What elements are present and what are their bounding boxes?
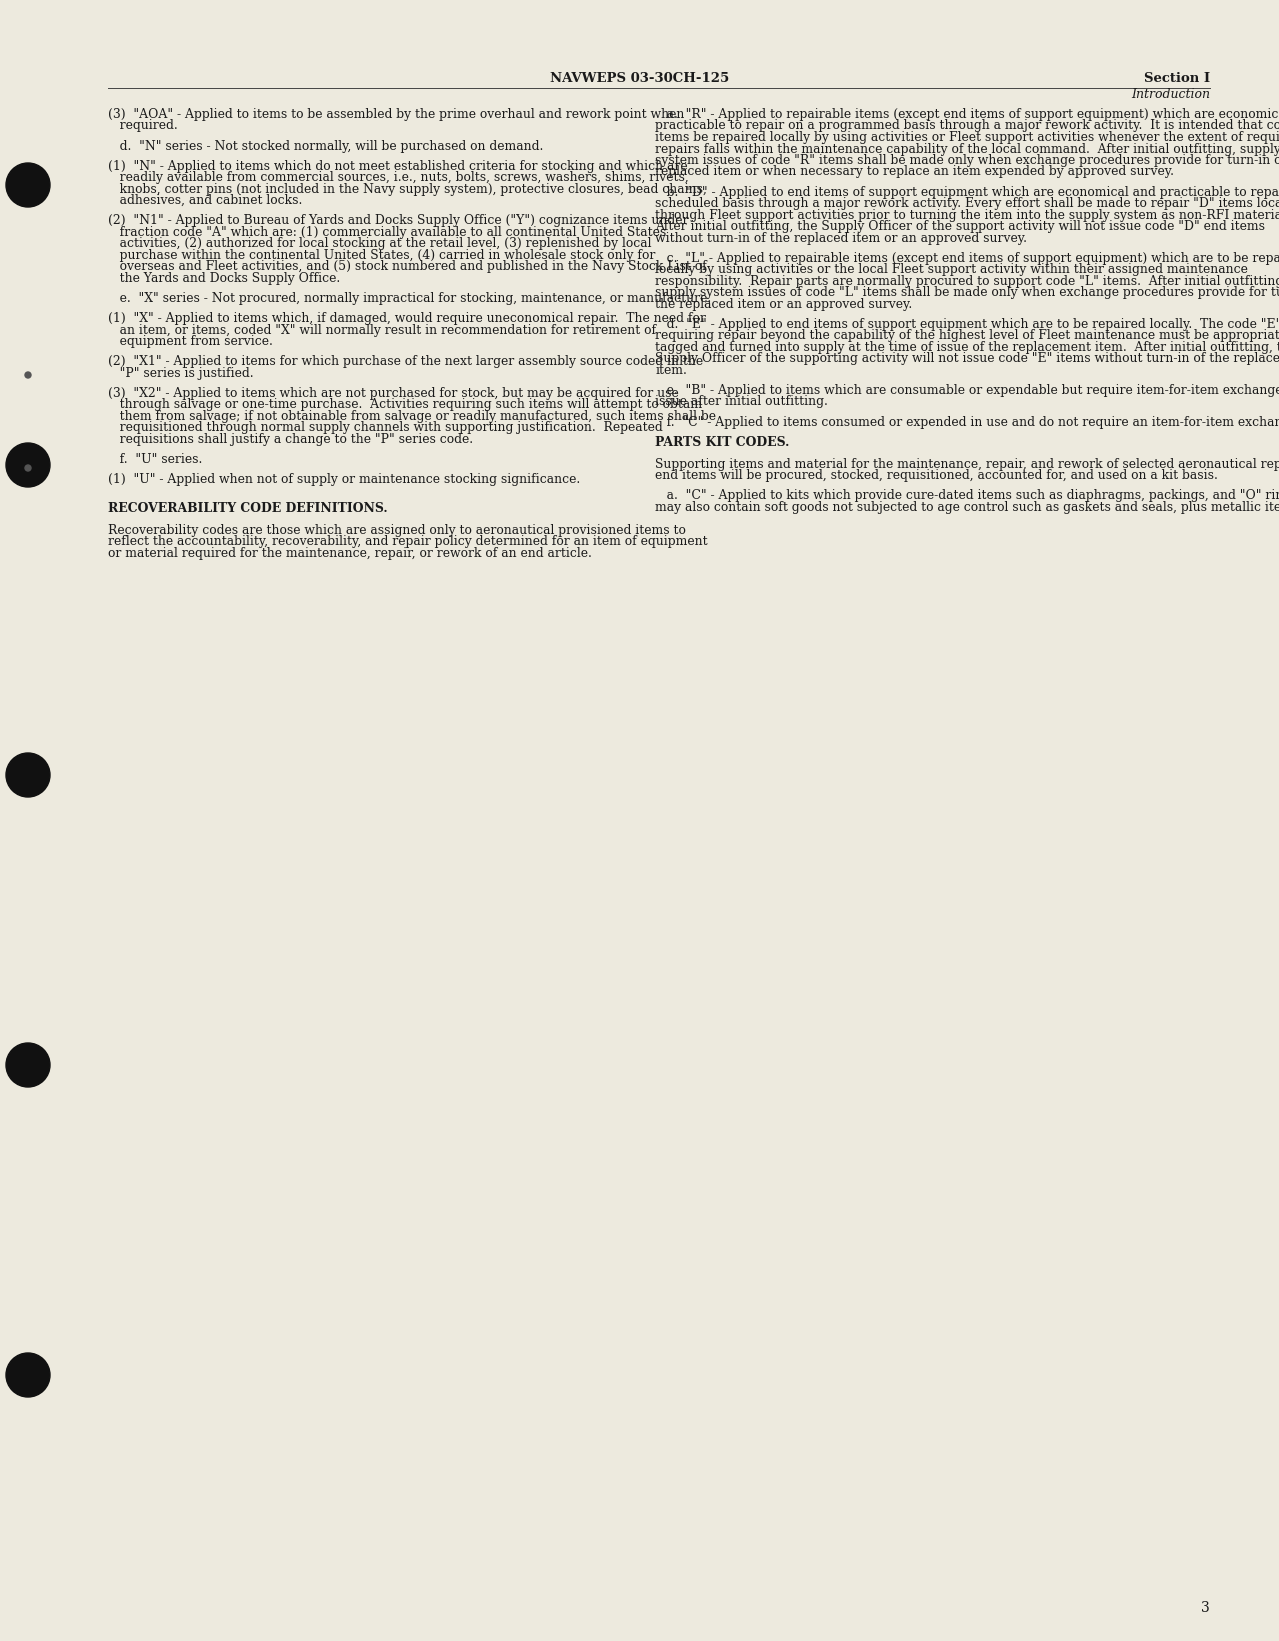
Text: (2)  "X1" - Applied to items for which purchase of the next larger assembly sour: (2) "X1" - Applied to items for which pu… [107,354,703,368]
Text: adhesives, and cabinet locks.: adhesives, and cabinet locks. [107,194,302,207]
Text: (1)  "U" - Applied when not of supply or maintenance stocking significance.: (1) "U" - Applied when not of supply or … [107,473,581,486]
Text: NAVWEPS 03-30CH-125: NAVWEPS 03-30CH-125 [550,72,729,85]
Text: (3)  "AOA" - Applied to items to be assembled by the prime overhaul and rework p: (3) "AOA" - Applied to items to be assem… [107,108,684,121]
Text: locally by using activities or the local Fleet support activity within their ass: locally by using activities or the local… [655,263,1248,276]
Text: required.: required. [107,120,178,133]
Text: requiring repair beyond the capability of the highest level of Fleet maintenance: requiring repair beyond the capability o… [655,330,1279,343]
Circle shape [6,1044,50,1086]
Text: Supporting items and material for the maintenance, repair, and rework of selecte: Supporting items and material for the ma… [655,458,1279,471]
Circle shape [6,1352,50,1396]
Text: b.  "D" - Applied to end items of support equipment which are economical and pra: b. "D" - Applied to end items of support… [655,185,1279,199]
Text: c.  "L" - Applied to repairable items (except end items of support equipment) wh: c. "L" - Applied to repairable items (ex… [655,251,1279,264]
Text: "P" series is justified.: "P" series is justified. [107,366,253,379]
Text: (2)  "N1" - Applied to Bureau of Yards and Docks Supply Office ("Y") cognizance : (2) "N1" - Applied to Bureau of Yards an… [107,215,688,228]
Text: or material required for the maintenance, repair, or rework of an end article.: or material required for the maintenance… [107,546,592,560]
Text: the replaced item or an approved survey.: the replaced item or an approved survey. [655,297,912,310]
Text: d.  "N" series - Not stocked normally, will be purchased on demand.: d. "N" series - Not stocked normally, wi… [107,139,544,153]
Text: (3)  "X2" - Applied to items which are not purchased for stock, but may be acqui: (3) "X2" - Applied to items which are no… [107,387,679,400]
Text: Section I: Section I [1143,72,1210,85]
Text: e.  "X" series - Not procured, normally impractical for stocking, maintenance, o: e. "X" series - Not procured, normally i… [107,292,711,305]
Text: fraction code "A" which are: (1) commercially available to all continental Unite: fraction code "A" which are: (1) commerc… [107,226,666,240]
Circle shape [6,443,50,487]
Text: After initial outfitting, the Supply Officer of the support activity will not is: After initial outfitting, the Supply Off… [655,220,1265,233]
Text: e.  "B" - Applied to items which are consumable or expendable but require item-f: e. "B" - Applied to items which are cons… [655,384,1279,397]
Circle shape [6,753,50,798]
Text: knobs, cotter pins (not included in the Navy supply system), protective closures: knobs, cotter pins (not included in the … [107,182,707,195]
Text: system issues of code "R" items shall be made only when exchange procedures prov: system issues of code "R" items shall be… [655,154,1279,167]
Text: tagged and turned into supply at the time of issue of the replacement item.  Aft: tagged and turned into supply at the tim… [655,341,1279,354]
Text: d.  "E" - Applied to end items of support equipment which are to be repaired loc: d. "E" - Applied to end items of support… [655,318,1279,331]
Text: issue after initial outfitting.: issue after initial outfitting. [655,395,828,409]
Text: Supply Officer of the supporting activity will not issue code "E" items without : Supply Officer of the supporting activit… [655,353,1279,366]
Text: without turn-in of the replaced item or an approved survey.: without turn-in of the replaced item or … [655,231,1027,245]
Text: overseas and Fleet activities, and (5) stock numbered and published in the Navy : overseas and Fleet activities, and (5) s… [107,261,707,274]
Text: responsibility.  Repair parts are normally procured to support code "L" items.  : responsibility. Repair parts are normall… [655,274,1279,287]
Text: through Fleet support activities prior to turning the item into the supply syste: through Fleet support activities prior t… [655,208,1279,222]
Text: readily available from commercial sources, i.e., nuts, bolts, screws, washers, s: readily available from commercial source… [107,171,689,184]
Text: practicable to repair on a programmed basis through a major rework activity.  It: practicable to repair on a programmed ba… [655,120,1279,133]
Circle shape [6,162,50,207]
Text: Introduction: Introduction [1131,89,1210,102]
Text: f.  "U" series.: f. "U" series. [107,453,202,466]
Text: (1)  "X" - Applied to items which, if damaged, would require uneconomical repair: (1) "X" - Applied to items which, if dam… [107,312,706,325]
Text: (1)  "N" - Applied to items which do not meet established criteria for stocking : (1) "N" - Applied to items which do not … [107,159,688,172]
Text: PARTS KIT CODES.: PARTS KIT CODES. [655,437,789,448]
Text: equipment from service.: equipment from service. [107,335,272,348]
Text: may also contain soft goods not subjected to age control such as gaskets and sea: may also contain soft goods not subjecte… [655,501,1279,514]
Circle shape [26,373,31,377]
Text: item.: item. [655,364,687,377]
Text: a.  "R" - Applied to repairable items (except end items of support equipment) wh: a. "R" - Applied to repairable items (ex… [655,108,1279,121]
Text: Recoverability codes are those which are assigned only to aeronautical provision: Recoverability codes are those which are… [107,523,686,537]
Text: activities, (2) authorized for local stocking at the retail level, (3) replenish: activities, (2) authorized for local sto… [107,238,651,251]
Text: an item, or items, coded "X" will normally result in recommendation for retireme: an item, or items, coded "X" will normal… [107,323,656,336]
Text: reflect the accountability, recoverability, and repair policy determined for an : reflect the accountability, recoverabili… [107,535,707,548]
Text: through salvage or one-time purchase.  Activities requiring such items will atte: through salvage or one-time purchase. Ac… [107,399,702,412]
Text: requisitioned through normal supply channels with supporting justification.  Rep: requisitioned through normal supply chan… [107,422,663,435]
Text: the Yards and Docks Supply Office.: the Yards and Docks Supply Office. [107,272,340,286]
Text: a.  "C" - Applied to kits which provide cure-dated items such as diaphragms, pac: a. "C" - Applied to kits which provide c… [655,489,1279,502]
Text: supply system issues of code "L" items shall be made only when exchange procedur: supply system issues of code "L" items s… [655,286,1279,299]
Text: scheduled basis through a major rework activity. Every effort shall be made to r: scheduled basis through a major rework a… [655,197,1279,210]
Text: repairs falls within the maintenance capability of the local command.  After ini: repairs falls within the maintenance cap… [655,143,1279,156]
Text: end items will be procured, stocked, requisitioned, accounted for, and used on a: end items will be procured, stocked, req… [655,469,1218,482]
Text: requisitions shall justify a change to the "P" series code.: requisitions shall justify a change to t… [107,433,473,446]
Text: purchase within the continental United States, (4) carried in wholesale stock on: purchase within the continental United S… [107,249,655,263]
Text: replaced item or when necessary to replace an item expended by approved survey.: replaced item or when necessary to repla… [655,166,1174,179]
Text: them from salvage; if not obtainable from salvage or readily manufactured, such : them from salvage; if not obtainable fro… [107,410,716,423]
Text: items be repaired locally by using activities or Fleet support activities whenev: items be repaired locally by using activ… [655,131,1279,144]
Text: 3: 3 [1201,1602,1210,1615]
Text: f.  "C" - Applied to items consumed or expended in use and do not require an ite: f. "C" - Applied to items consumed or ex… [655,415,1279,428]
Text: RECOVERABILITY CODE DEFINITIONS.: RECOVERABILITY CODE DEFINITIONS. [107,502,388,515]
Circle shape [26,464,31,471]
